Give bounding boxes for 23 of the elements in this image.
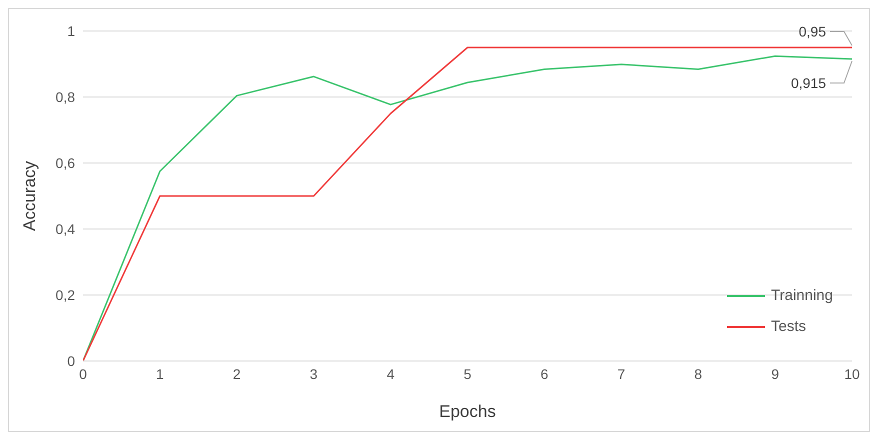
x-tick-label: 3 — [310, 366, 318, 382]
legend-label: Trainning — [771, 287, 833, 304]
x-tick-label: 0 — [79, 366, 88, 382]
x-tick-label: 1 — [156, 366, 164, 382]
y-tick-label: 0,2 — [56, 286, 76, 303]
x-tick-label: 6 — [540, 366, 548, 382]
annotation: 0,95 — [798, 24, 826, 40]
y-axis-title: Accuracy — [20, 160, 40, 231]
legend-label: Tests — [771, 318, 806, 335]
y-tick-label: 0,4 — [56, 220, 76, 237]
x-tick-label: 7 — [617, 366, 626, 382]
x-axis-title: Epochs — [439, 402, 496, 421]
y-tick-label: 0,8 — [56, 88, 76, 105]
x-tick-label: 8 — [694, 366, 702, 382]
x-tick-label: 4 — [386, 366, 395, 382]
annotation: 0,915 — [790, 75, 826, 92]
x-tick-label: 10 — [844, 366, 860, 382]
y-tick-label: 1 — [67, 22, 76, 39]
y-tick-label: 0,6 — [56, 154, 76, 171]
y-tick-label: 0 — [67, 352, 76, 369]
x-tick-label: 5 — [464, 366, 472, 382]
x-tick-label: 9 — [771, 366, 780, 382]
x-tick-label: 2 — [232, 366, 241, 382]
